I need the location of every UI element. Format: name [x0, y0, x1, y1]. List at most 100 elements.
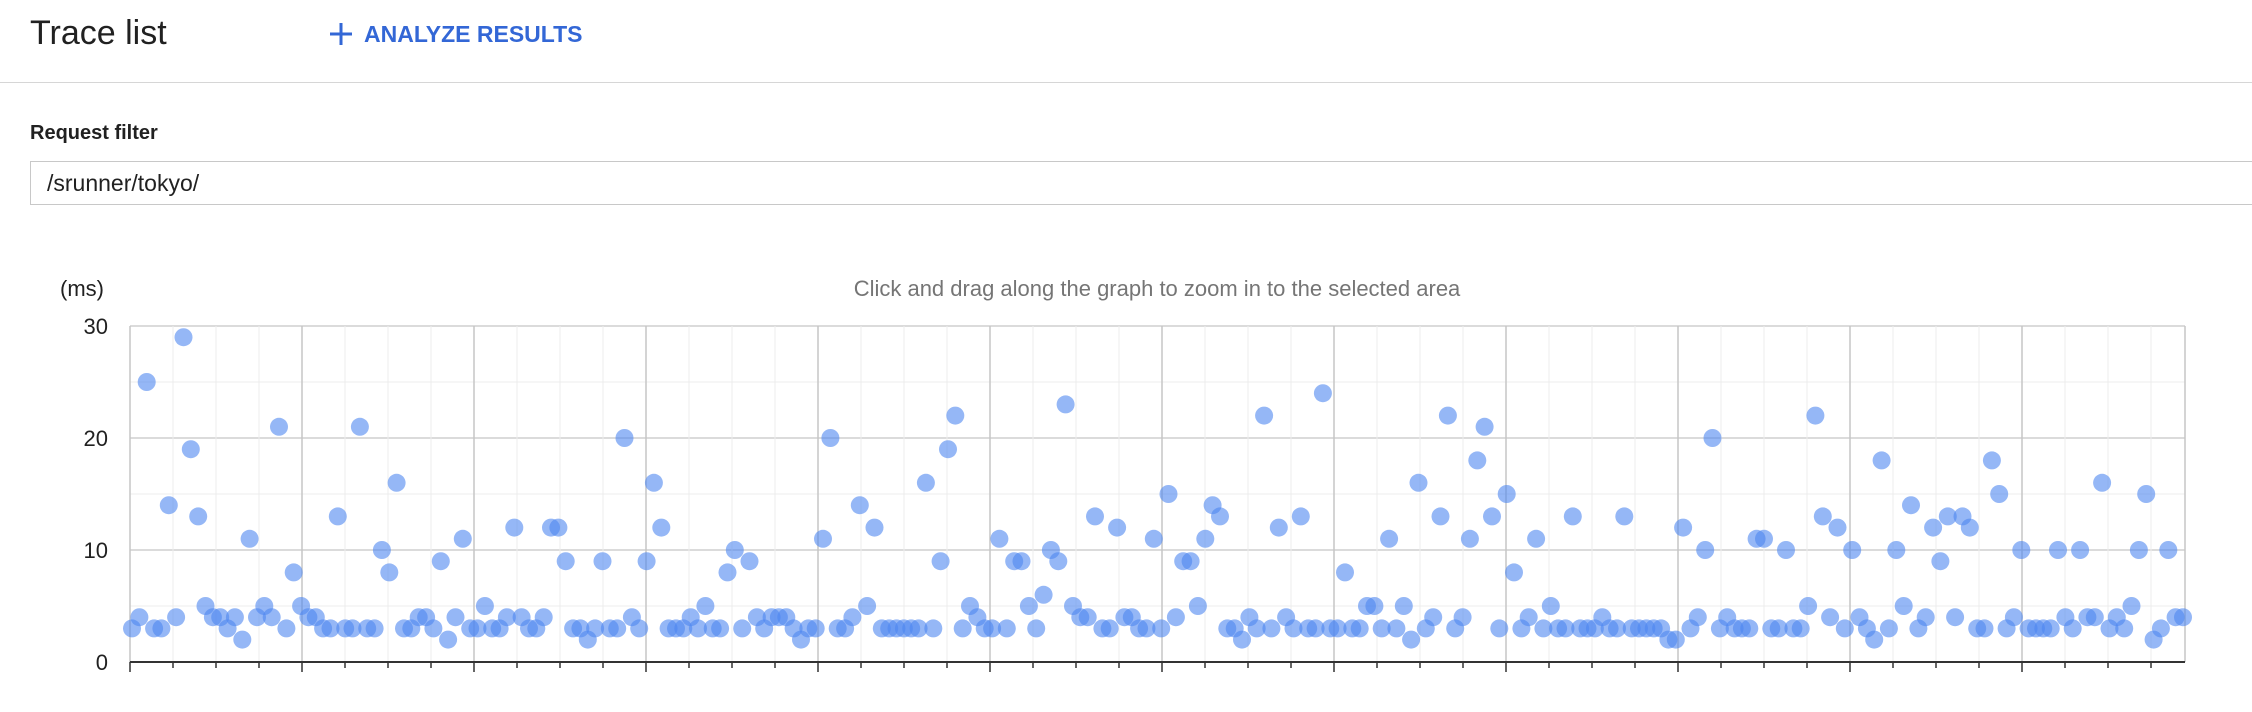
data-point	[174, 328, 193, 347]
data-point	[1424, 608, 1443, 627]
data-point	[814, 529, 832, 548]
data-point	[225, 608, 244, 627]
data-point	[446, 608, 465, 627]
analyze-results-label: ANALYZE RESULTS	[364, 20, 583, 47]
data-point	[431, 552, 450, 571]
chart-points	[123, 328, 2192, 649]
y-tick-label: 10	[84, 538, 108, 563]
data-point	[2093, 473, 2112, 492]
data-point	[806, 619, 825, 638]
data-point	[1688, 608, 1707, 627]
data-point	[1313, 384, 1332, 403]
latency-scatter-chart[interactable]: 0 10 20 30 (ms) Click and drag along the gr…	[0, 260, 2252, 680]
data-point	[1777, 541, 1795, 559]
request-filter-input[interactable]	[30, 161, 2252, 205]
data-point	[1100, 619, 1119, 638]
data-point	[1460, 529, 1479, 548]
analyze-results-button[interactable]: ANALYZE RESULTS	[328, 14, 583, 54]
data-point	[1181, 552, 1200, 571]
data-point	[1387, 619, 1406, 638]
data-point	[997, 619, 1016, 638]
data-point	[1608, 619, 1626, 638]
data-point	[2129, 541, 2148, 559]
data-point	[1144, 529, 1163, 548]
data-point	[1438, 406, 1457, 425]
data-point	[1188, 597, 1207, 615]
data-point	[233, 630, 252, 649]
data-point	[453, 529, 472, 548]
page-title: Trace list	[30, 14, 167, 52]
data-point	[1696, 541, 1715, 559]
data-point	[939, 440, 957, 459]
data-point	[1490, 619, 1509, 638]
data-point	[1865, 630, 1884, 649]
data-point	[1879, 619, 1898, 638]
data-point	[1402, 630, 1421, 649]
data-point	[1328, 619, 1347, 638]
data-point	[262, 608, 281, 627]
data-point	[1519, 608, 1538, 627]
data-point	[740, 552, 759, 571]
data-point	[277, 619, 296, 638]
zoom-hint: Click and drag along the graph to zoom i…	[854, 276, 1461, 301]
data-point	[1409, 473, 1428, 492]
data-point	[556, 552, 575, 571]
data-point	[1872, 451, 1891, 470]
data-point	[137, 373, 156, 391]
data-point	[1365, 597, 1384, 615]
data-point	[1666, 630, 1685, 649]
data-point	[843, 608, 862, 627]
data-point	[372, 541, 391, 559]
data-point	[1975, 619, 1994, 638]
data-point	[1247, 619, 1266, 638]
data-point	[1431, 507, 1450, 526]
data-point	[1813, 507, 1832, 526]
data-point	[1791, 619, 1810, 638]
data-point	[1769, 619, 1788, 638]
data-point	[1806, 406, 1825, 425]
data-point	[652, 518, 671, 537]
data-point	[2041, 619, 2060, 638]
data-point	[2174, 608, 2192, 627]
data-point	[1894, 597, 1913, 615]
data-point	[2049, 541, 2067, 559]
data-point	[1262, 619, 1281, 638]
data-point	[1086, 507, 1104, 526]
data-point	[380, 563, 399, 582]
data-point	[365, 619, 384, 638]
request-filter-label: Request filter	[30, 122, 158, 144]
data-point	[1960, 518, 1979, 537]
data-point	[1938, 507, 1957, 526]
data-point	[858, 597, 877, 615]
data-point	[953, 619, 972, 638]
data-point	[1556, 619, 1575, 638]
data-point	[990, 529, 1009, 548]
data-point	[1740, 619, 1759, 638]
data-point	[2137, 485, 2156, 503]
data-point	[931, 552, 950, 571]
data-point	[1505, 563, 1523, 582]
data-point	[725, 541, 744, 559]
data-point	[1887, 541, 1906, 559]
data-point	[733, 619, 752, 638]
data-point	[439, 630, 458, 649]
data-point	[1497, 485, 1516, 503]
data-point	[2085, 608, 2104, 627]
data-point	[475, 597, 494, 615]
data-point	[1166, 608, 1185, 627]
data-point	[321, 619, 340, 638]
data-point	[865, 518, 884, 537]
data-point	[1703, 429, 1722, 447]
data-point	[718, 563, 737, 582]
data-point	[1615, 507, 1634, 526]
chart-svg[interactable]: 0 10 20 30 (ms) Click and drag along the gr…	[0, 260, 2252, 680]
data-point	[284, 563, 303, 582]
data-point	[1255, 406, 1274, 425]
data-point	[1027, 619, 1046, 638]
data-point	[916, 473, 935, 492]
data-point	[2071, 541, 2090, 559]
data-point	[350, 417, 369, 436]
data-point	[821, 429, 840, 447]
data-point	[328, 507, 347, 526]
data-point	[1211, 507, 1229, 526]
